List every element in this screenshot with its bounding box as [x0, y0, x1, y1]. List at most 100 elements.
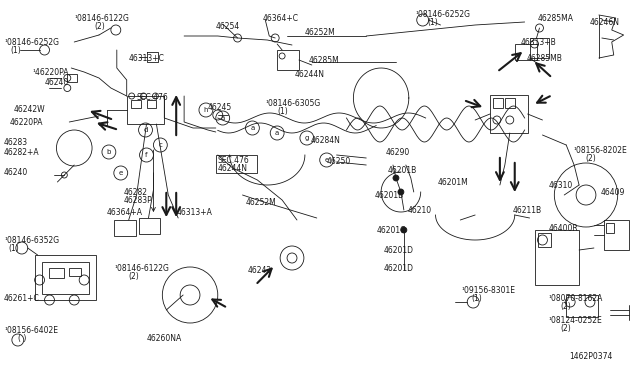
Text: e: e — [324, 157, 329, 163]
Text: ¹08146-6252G: ¹08146-6252G — [5, 38, 60, 47]
Bar — [606, 223, 614, 233]
Text: a: a — [275, 130, 279, 136]
Text: (2): (2) — [560, 302, 571, 311]
Bar — [534, 230, 579, 285]
Text: ¹46220PA: ¹46220PA — [33, 68, 69, 77]
Text: 46252M: 46252M — [305, 28, 335, 37]
Text: 46310: 46310 — [548, 181, 573, 190]
Bar — [131, 100, 141, 108]
Text: b: b — [107, 149, 111, 155]
Text: 46201M: 46201M — [438, 178, 468, 187]
Bar — [529, 38, 549, 58]
Text: (1): (1) — [471, 294, 482, 303]
Text: 46210: 46210 — [408, 206, 432, 215]
Text: 46313+A: 46313+A — [176, 208, 212, 217]
Text: ¹08124-0252E: ¹08124-0252E — [548, 316, 602, 325]
Text: 46242: 46242 — [248, 266, 271, 275]
Bar — [127, 96, 164, 124]
Text: ¹09156-8301E: ¹09156-8301E — [461, 286, 515, 295]
Text: ( ): ( ) — [18, 334, 26, 343]
Bar — [67, 74, 77, 82]
Text: 46313+B: 46313+B — [521, 38, 556, 47]
Text: 46400R: 46400R — [548, 224, 578, 233]
Text: 46240: 46240 — [45, 78, 68, 87]
Circle shape — [401, 227, 407, 233]
Bar — [35, 255, 96, 300]
Text: ¹08070-8162A: ¹08070-8162A — [548, 294, 603, 303]
Circle shape — [393, 175, 399, 181]
Text: ¹08146-6305G: ¹08146-6305G — [266, 99, 321, 108]
Text: 46282+A: 46282+A — [4, 148, 40, 157]
Text: ¹08156-8202E: ¹08156-8202E — [573, 146, 627, 155]
Bar — [515, 44, 536, 60]
Text: 46242W: 46242W — [14, 105, 45, 114]
Text: 46313+C: 46313+C — [129, 54, 164, 63]
Text: 46284N: 46284N — [311, 136, 340, 145]
Text: a: a — [250, 125, 255, 131]
Bar — [42, 262, 89, 294]
Text: 46201B: 46201B — [374, 191, 403, 200]
Text: (2): (2) — [560, 324, 571, 333]
Text: (1): (1) — [8, 244, 19, 253]
Bar — [69, 268, 81, 276]
Bar — [538, 233, 552, 247]
Text: 46285MB: 46285MB — [527, 54, 563, 63]
Text: (1): (1) — [277, 107, 288, 116]
Text: 46245: 46245 — [208, 103, 232, 112]
Text: 46252M: 46252M — [246, 198, 276, 207]
Text: 46246N: 46246N — [590, 18, 620, 27]
Bar — [49, 268, 65, 278]
Bar — [147, 100, 156, 108]
Text: 46260NA: 46260NA — [147, 334, 182, 343]
Bar — [493, 98, 503, 108]
Text: 46201B: 46201B — [388, 166, 417, 175]
Text: 46364+C: 46364+C — [262, 14, 298, 23]
Bar — [566, 295, 598, 317]
Text: e: e — [118, 170, 123, 176]
Text: (2): (2) — [129, 272, 140, 281]
Text: d: d — [143, 127, 148, 133]
Text: 46240: 46240 — [4, 168, 28, 177]
Text: 46409: 46409 — [601, 188, 625, 197]
Text: SEC.476: SEC.476 — [136, 93, 168, 102]
Bar — [505, 98, 515, 108]
Circle shape — [398, 189, 404, 195]
Text: 46290: 46290 — [386, 148, 410, 157]
Text: ¹08156-6402E: ¹08156-6402E — [4, 326, 58, 335]
Text: 46283P: 46283P — [124, 196, 152, 205]
Bar — [114, 220, 136, 236]
Text: 46250: 46250 — [326, 157, 351, 166]
Text: 46201C: 46201C — [376, 226, 406, 235]
Bar — [139, 218, 161, 234]
Text: 46282: 46282 — [124, 188, 148, 197]
Text: 46220PA: 46220PA — [10, 118, 44, 127]
Text: 46283: 46283 — [4, 138, 28, 147]
Text: 46244N: 46244N — [218, 164, 248, 173]
Text: ¹08146-6352G: ¹08146-6352G — [4, 236, 59, 245]
Text: ¹08146-6252G: ¹08146-6252G — [416, 10, 471, 19]
Text: 46254: 46254 — [216, 22, 240, 31]
Text: SEC.476: SEC.476 — [218, 156, 250, 165]
Text: (1): (1) — [428, 18, 438, 27]
Text: c: c — [159, 142, 163, 148]
Text: 46244N: 46244N — [295, 70, 325, 79]
Text: 46285MA: 46285MA — [538, 14, 573, 23]
Text: 46211B: 46211B — [513, 206, 542, 215]
Text: 46201D: 46201D — [384, 246, 414, 255]
Bar — [604, 220, 628, 250]
Text: ¹08146-6122G: ¹08146-6122G — [74, 14, 129, 23]
Text: 46261+C: 46261+C — [4, 294, 40, 303]
Text: ¹08146-6122G: ¹08146-6122G — [115, 264, 170, 273]
Text: f: f — [145, 152, 148, 158]
Text: (2): (2) — [585, 154, 596, 163]
Bar — [277, 50, 299, 70]
Text: a: a — [221, 115, 225, 121]
Text: 1462P0374: 1462P0374 — [569, 352, 612, 361]
Text: h: h — [204, 107, 208, 113]
Bar — [216, 155, 257, 173]
Text: 46285M: 46285M — [309, 56, 340, 65]
Text: (1): (1) — [10, 46, 20, 55]
Text: g: g — [305, 135, 309, 141]
Bar — [490, 95, 527, 133]
Text: 46364+A: 46364+A — [107, 208, 143, 217]
